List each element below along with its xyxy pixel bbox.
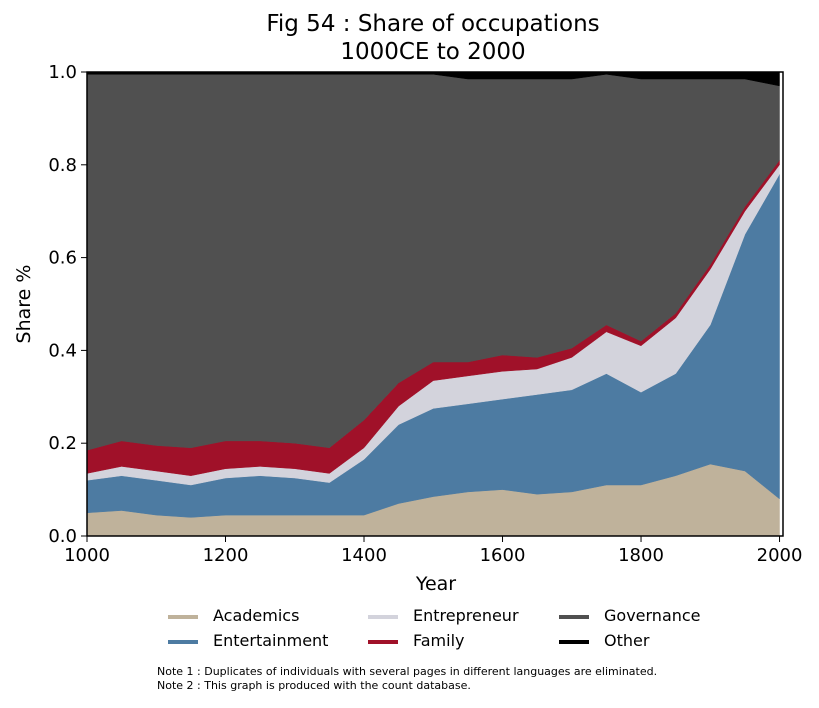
- legend-label-entrepreneur: Entrepreneur: [413, 606, 519, 625]
- y-tick-label: 0.8: [48, 155, 77, 176]
- y-tick-label: 0.4: [48, 340, 77, 361]
- legend-swatch-academics: [168, 615, 198, 619]
- legend-swatch-entrepreneur: [368, 615, 398, 619]
- x-tick-label: 1400: [341, 545, 387, 566]
- legend-label-governance: Governance: [604, 606, 701, 625]
- y-axis-ticks: 0.0 0.2 0.4 0.6 0.8 1.0: [48, 62, 87, 547]
- legend-label-academics: Academics: [213, 606, 300, 625]
- x-axis-ticks: 1000 1200 1400 1600 1800 2000: [64, 536, 802, 566]
- x-axis-label: Year: [415, 573, 456, 595]
- y-tick-label: 0.6: [48, 248, 77, 269]
- notes: Note 1 : Duplicates of individuals with …: [157, 665, 657, 693]
- plot-frame: [86, 71, 784, 537]
- legend-label-family: Family: [413, 631, 465, 650]
- legend-swatch-family: [368, 640, 398, 644]
- y-tick-label: 1.0: [48, 62, 77, 83]
- y-tick-label: 0.0: [48, 526, 77, 547]
- legend-label-entertainment: Entertainment: [213, 631, 329, 650]
- y-tick-label: 0.2: [48, 433, 77, 454]
- note-2: Note 2 : This graph is produced with the…: [157, 679, 471, 692]
- x-tick-label: 1800: [618, 545, 664, 566]
- x-tick-label: 1200: [203, 545, 249, 566]
- legend-swatch-governance: [559, 615, 589, 619]
- x-tick-label: 2000: [757, 545, 803, 566]
- note-1: Note 1 : Duplicates of individuals with …: [157, 665, 658, 678]
- stacked-areas: [86, 71, 780, 537]
- legend-swatch-other: [559, 640, 589, 644]
- legend-label-other: Other: [604, 631, 650, 650]
- y-axis-label: Share %: [13, 265, 35, 344]
- x-tick-label: 1000: [64, 545, 110, 566]
- legend-swatch-entertainment: [168, 640, 198, 644]
- chart-title: Fig 54 : Share of occupations: [266, 11, 600, 37]
- chart-subtitle: 1000CE to 2000: [340, 39, 526, 65]
- x-tick-label: 1600: [480, 545, 526, 566]
